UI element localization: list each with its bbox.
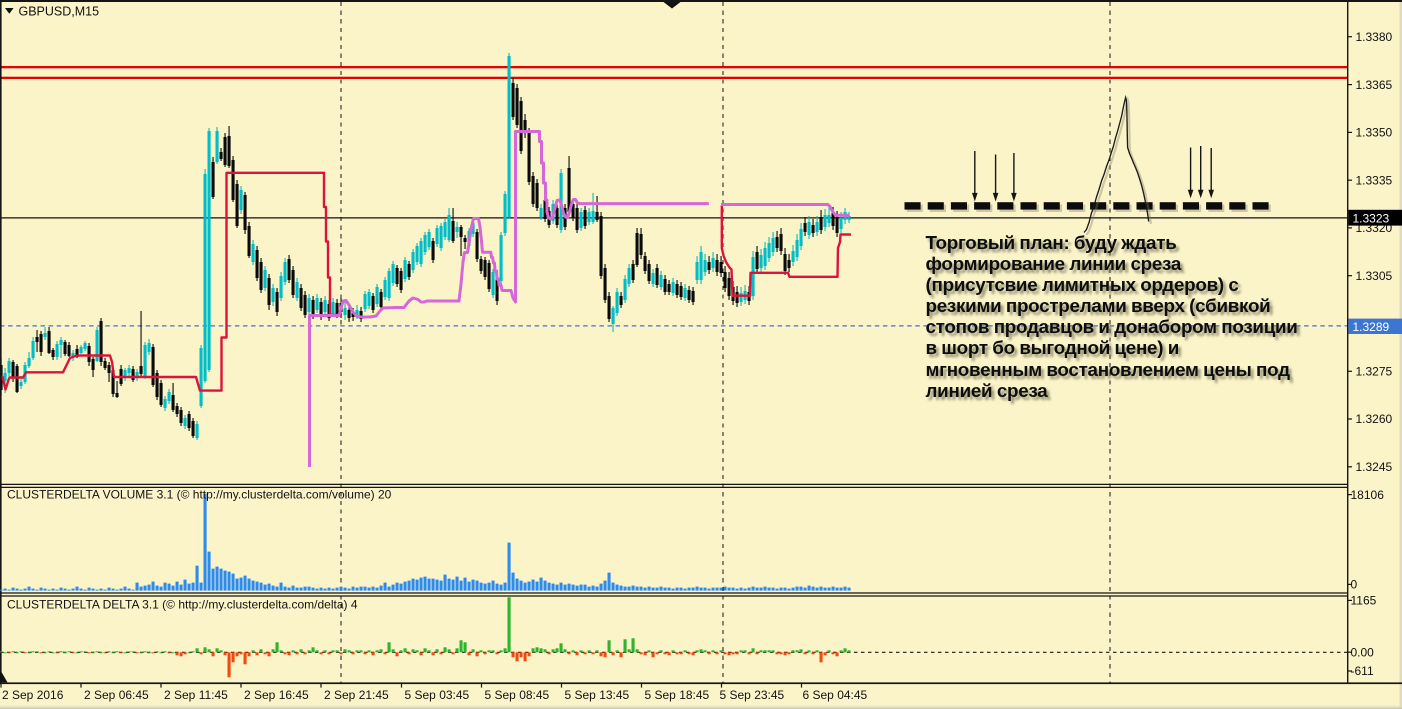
svg-text:0.00: 0.00 xyxy=(1351,645,1375,659)
svg-text:2 Sep 11:45: 2 Sep 11:45 xyxy=(164,688,228,702)
svg-text:1.3305: 1.3305 xyxy=(1356,269,1393,283)
svg-text:-611: -611 xyxy=(1351,664,1374,678)
svg-text:1.3289: 1.3289 xyxy=(1353,320,1390,334)
svg-text:1.3350: 1.3350 xyxy=(1356,126,1393,140)
svg-text:5 Sep 03:45: 5 Sep 03:45 xyxy=(405,688,470,702)
svg-text:1.3245: 1.3245 xyxy=(1356,460,1393,474)
svg-text:6 Sep 04:45: 6 Sep 04:45 xyxy=(803,688,868,702)
svg-text:1.3323: 1.3323 xyxy=(1353,211,1390,225)
svg-text:18106: 18106 xyxy=(1351,488,1385,502)
svg-text:0: 0 xyxy=(1351,578,1358,592)
svg-text:CLUSTERDELTA VOLUME 3.1 (© htt: CLUSTERDELTA VOLUME 3.1 (© http://my.clu… xyxy=(7,488,392,502)
svg-text:1.3335: 1.3335 xyxy=(1356,173,1393,187)
svg-text:1.3275: 1.3275 xyxy=(1356,365,1393,379)
svg-text:1.3365: 1.3365 xyxy=(1356,78,1393,92)
svg-text:2 Sep 16:45: 2 Sep 16:45 xyxy=(244,688,309,702)
svg-text:1.3380: 1.3380 xyxy=(1356,30,1393,44)
svg-text:CLUSTERDELTA DELTA 3.1 (© http: CLUSTERDELTA DELTA 3.1 (© http://my.clus… xyxy=(7,598,358,612)
svg-text:1.3260: 1.3260 xyxy=(1356,412,1393,426)
svg-text:5 Sep 18:45: 5 Sep 18:45 xyxy=(645,688,710,702)
svg-text:5 Sep 13:45: 5 Sep 13:45 xyxy=(565,688,630,702)
svg-text:GBPUSD,M15: GBPUSD,M15 xyxy=(19,5,100,19)
svg-text:5 Sep 23:45: 5 Sep 23:45 xyxy=(720,688,785,702)
svg-text:5 Sep 08:45: 5 Sep 08:45 xyxy=(485,688,550,702)
svg-text:2 Sep 21:45: 2 Sep 21:45 xyxy=(324,688,389,702)
svg-text:1165: 1165 xyxy=(1351,594,1377,608)
svg-text:2 Sep 06:45: 2 Sep 06:45 xyxy=(84,688,149,702)
svg-text:2 Sep 2016: 2 Sep 2016 xyxy=(2,688,64,702)
